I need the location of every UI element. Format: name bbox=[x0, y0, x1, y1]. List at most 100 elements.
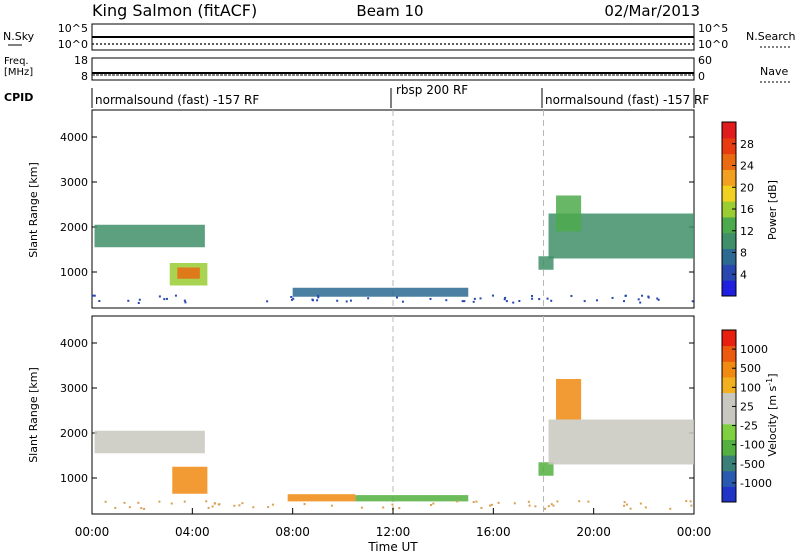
freq-tick-bottom: 8 bbox=[81, 70, 88, 83]
nsearch-tick-top: 10^5 bbox=[698, 22, 728, 35]
power-speck-40 bbox=[570, 294, 573, 297]
velocity-speck-14 bbox=[552, 504, 555, 507]
power-speck-8 bbox=[512, 301, 515, 304]
power-cb-tick-label-6: 4 bbox=[740, 268, 747, 281]
power-speck-38 bbox=[445, 299, 448, 302]
power-speck-45 bbox=[472, 300, 475, 303]
power-cb-tick-label-1: 24 bbox=[740, 160, 754, 173]
velocity-ytick-label-2: 3000 bbox=[60, 382, 88, 395]
power-region-3 bbox=[292, 287, 469, 297]
velocity-speck-32 bbox=[430, 503, 433, 506]
cpid-segment-1: normalsound (fast) -157 RF bbox=[95, 93, 259, 107]
power-speck-44 bbox=[691, 300, 694, 303]
power-marks: 1000 2000 3000 4000 bbox=[60, 110, 694, 308]
power-speck-2 bbox=[531, 297, 534, 300]
x-tick-label-1: 04:00 bbox=[175, 525, 210, 539]
power-speck-29 bbox=[311, 298, 314, 301]
power-ytick-label-1: 2000 bbox=[60, 221, 88, 234]
velocity-speck-42 bbox=[669, 507, 672, 510]
velocity-speck-46 bbox=[140, 507, 143, 510]
velocity-speck-1 bbox=[104, 500, 107, 503]
power-cb-swatch-6 bbox=[722, 185, 736, 202]
power-speck-36 bbox=[657, 298, 660, 301]
velocity-region-5 bbox=[548, 419, 694, 465]
velocity-cb-tick-label-3: 25 bbox=[740, 400, 754, 413]
velocity-marks: 1000 2000 3000 4000 bbox=[60, 316, 694, 514]
x-tick-label-2: 08:00 bbox=[275, 525, 310, 539]
velocity-speck-45 bbox=[114, 506, 117, 509]
power-speck-39 bbox=[291, 298, 294, 301]
velocity-ytick-label-3: 4000 bbox=[60, 337, 88, 350]
velocity-speck-18 bbox=[625, 503, 628, 506]
nsky-label: N.Sky bbox=[3, 30, 35, 43]
velocity-region-4 bbox=[538, 462, 554, 476]
freq-label-bottom: [MHz] bbox=[4, 67, 33, 78]
velocity-speck-28 bbox=[556, 500, 559, 503]
velocity-speck-4 bbox=[252, 506, 255, 509]
power-ytick-label-3: 4000 bbox=[60, 131, 88, 144]
power-speck-20 bbox=[531, 294, 534, 297]
velocity-colorbar-label: Velocity [m s-1] bbox=[765, 373, 779, 456]
power-speck-34 bbox=[473, 297, 476, 300]
power-cb-tick-label-3: 16 bbox=[740, 203, 754, 216]
power-speck-52 bbox=[137, 301, 140, 304]
velocity-speck-43 bbox=[550, 503, 553, 506]
power-speck-46 bbox=[367, 297, 370, 300]
x-tick-label-0: 00:00 bbox=[75, 525, 110, 539]
velocity-speck-35 bbox=[271, 503, 274, 506]
power-speck-35 bbox=[395, 296, 398, 299]
velocity-speck-52 bbox=[690, 504, 693, 507]
power-speck-5 bbox=[504, 296, 507, 299]
nave-tick-bottom: 0 bbox=[698, 70, 705, 83]
power-speck-55 bbox=[505, 300, 508, 303]
power-speck-53 bbox=[463, 300, 466, 303]
power-speck-32 bbox=[637, 298, 640, 301]
cpid-segment-2: rbsp 200 RF bbox=[396, 83, 468, 97]
velocity-cb-tick-label-0: 1000 bbox=[740, 343, 768, 356]
velocity-region-3 bbox=[355, 495, 469, 502]
velocity-speck-37 bbox=[267, 506, 270, 509]
beam-title: Beam 10 bbox=[356, 2, 423, 20]
velocity-speck-49 bbox=[207, 506, 210, 509]
power-speck-57 bbox=[317, 294, 320, 297]
velocity-speck-39 bbox=[137, 501, 140, 504]
freq-label-top: Freq. bbox=[4, 56, 29, 67]
x-tick-label-3: 12:00 bbox=[376, 525, 411, 539]
velocity-speck-0 bbox=[475, 500, 478, 503]
velocity-cb-swatch-2 bbox=[722, 455, 736, 472]
freq-tick-top: 18 bbox=[74, 54, 88, 67]
power-speck-24 bbox=[639, 301, 642, 304]
power-speck-58 bbox=[163, 298, 166, 301]
velocity-speck-19 bbox=[303, 503, 306, 506]
velocity-speck-34 bbox=[544, 507, 547, 510]
freq-panel bbox=[91, 57, 695, 81]
velocity-region-6 bbox=[556, 379, 582, 420]
x-tick-label-5: 20:00 bbox=[576, 525, 611, 539]
velocity-region-0 bbox=[94, 430, 205, 454]
nsearch-tick-bottom: 10^0 bbox=[698, 38, 728, 51]
velocity-speck-23 bbox=[685, 500, 688, 503]
velocity-speck-44 bbox=[527, 500, 530, 503]
velocity-speck-12 bbox=[623, 501, 626, 504]
velocity-speck-21 bbox=[528, 504, 531, 507]
power-colorbar-label: Power [dB] bbox=[766, 180, 779, 240]
power-speck-3 bbox=[290, 295, 293, 298]
date-title: 02/Mar/2013 bbox=[604, 2, 700, 20]
nsky-tick-bottom: 10^0 bbox=[58, 38, 88, 51]
power-speck-14 bbox=[641, 294, 644, 297]
power-speck-17 bbox=[183, 299, 186, 302]
power-speck-18 bbox=[349, 299, 352, 302]
velocity-speck-17 bbox=[233, 504, 236, 507]
power-speck-41 bbox=[158, 295, 161, 298]
velocity-speck-2 bbox=[205, 500, 208, 503]
power-speck-19 bbox=[656, 297, 659, 300]
velocity-speck-41 bbox=[639, 502, 642, 505]
nave-tick-top: 60 bbox=[698, 54, 712, 67]
power-speck-33 bbox=[611, 296, 614, 299]
velocity-speck-26 bbox=[480, 506, 483, 509]
velocity-speck-15 bbox=[241, 502, 244, 505]
velocity-speck-10 bbox=[170, 502, 173, 505]
velocity-speck-58 bbox=[398, 507, 401, 510]
power-speck-7 bbox=[317, 296, 320, 299]
power-speck-13 bbox=[479, 297, 482, 300]
